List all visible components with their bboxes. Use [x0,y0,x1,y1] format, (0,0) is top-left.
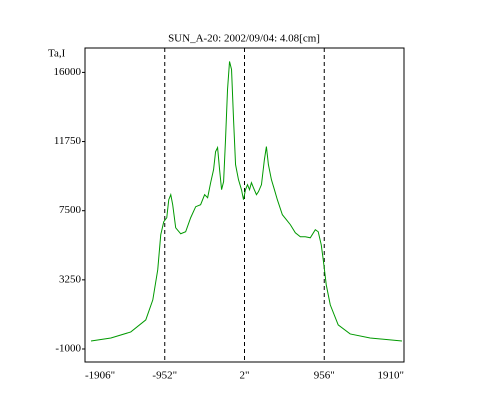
x-tick-label: 1910" [378,370,405,382]
x-tick-label: 956" [314,370,335,382]
data-line [90,61,403,342]
y-tick-label: 7500 [59,204,82,216]
y-tick-label: 16000 [54,66,82,78]
x-tick-label: 2" [240,370,250,382]
chart-title: SUN_A-20: 2002/09/04: 4.08[cm] [168,33,320,45]
y-tick-label: 11750 [54,135,82,147]
y-tick-label: 3250 [59,273,82,285]
y-axis-label: Ta,I [48,48,66,60]
y-tick-label: -1000 [55,343,81,355]
x-tick-label: -1906" [85,370,115,382]
x-tick-label: -952" [152,370,177,382]
